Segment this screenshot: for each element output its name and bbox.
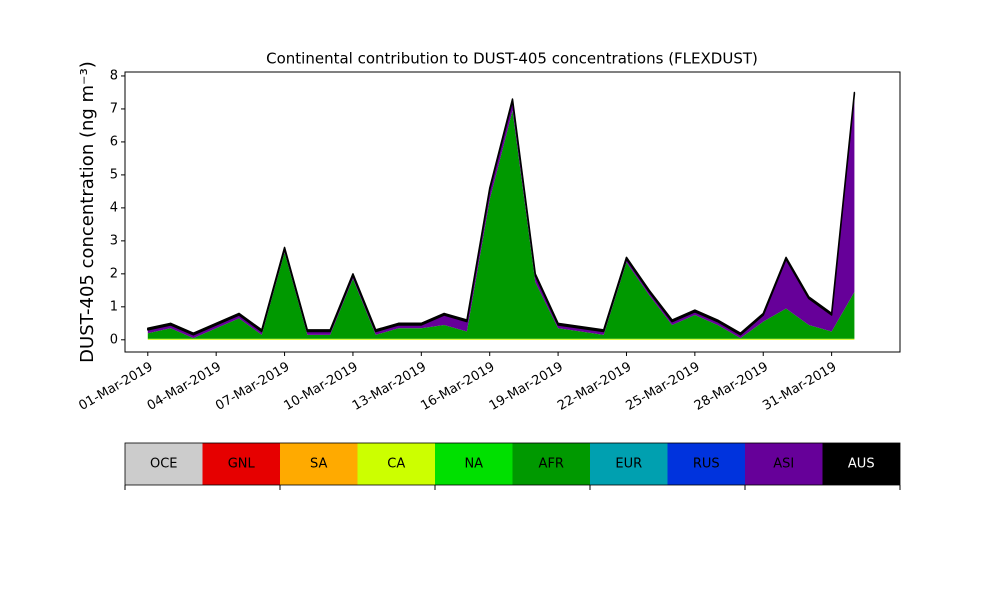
legend-label: OCE xyxy=(150,457,178,472)
legend-label: NA xyxy=(464,457,483,472)
y-tick-label: 4 xyxy=(110,200,118,215)
x-tick-label: 22-Mar-2019 xyxy=(555,360,634,414)
y-tick-label: 3 xyxy=(110,233,118,248)
legend-swatch xyxy=(667,443,745,485)
legend-label: EUR xyxy=(615,457,642,472)
y-tick-label: 1 xyxy=(110,299,118,314)
chart-title: Continental contribution to DUST-405 con… xyxy=(266,50,758,68)
x-tick-label: 25-Mar-2019 xyxy=(623,360,702,414)
y-tick-label: 8 xyxy=(110,68,118,83)
x-tick-label: 16-Mar-2019 xyxy=(418,360,497,414)
x-tick-label: 13-Mar-2019 xyxy=(350,360,429,414)
plot-frame xyxy=(124,71,901,353)
y-tick-label: 5 xyxy=(110,167,118,182)
legend-swatch xyxy=(435,443,513,485)
x-tick-label: 31-Mar-2019 xyxy=(760,360,839,414)
legend-label: AUS xyxy=(848,457,875,472)
legend-swatch xyxy=(822,443,900,485)
legend-label: SA xyxy=(310,457,327,472)
legend-swatch xyxy=(745,443,823,485)
legend-swatch xyxy=(125,443,203,485)
legend-swatch xyxy=(512,443,590,485)
x-tick-label: 04-Mar-2019 xyxy=(145,360,224,414)
x-tick-label: 01-Mar-2019 xyxy=(76,360,155,414)
legend-label: RUS xyxy=(693,457,720,472)
legend-swatch xyxy=(280,443,358,485)
legend-swatch xyxy=(590,443,668,485)
x-tick-label: 28-Mar-2019 xyxy=(692,360,771,414)
area xyxy=(147,110,855,339)
x-tick-label: 19-Mar-2019 xyxy=(487,360,566,414)
y-tick-label: 6 xyxy=(110,134,118,149)
legend-label: GNL xyxy=(228,457,256,472)
y-axis-label: DUST-405 concentration (ng m⁻³) xyxy=(77,61,98,363)
x-tick-label: 07-Mar-2019 xyxy=(213,360,292,414)
y-tick-label: 2 xyxy=(110,266,118,281)
area xyxy=(147,338,855,340)
legend-label: ASI xyxy=(773,457,794,472)
legend-swatch xyxy=(202,443,280,485)
legend-label: CA xyxy=(387,457,405,472)
y-tick-label: 7 xyxy=(110,101,118,116)
legend-label: AFR xyxy=(539,457,564,472)
legend-swatch xyxy=(357,443,435,485)
x-tick-label: 10-Mar-2019 xyxy=(282,360,361,414)
area xyxy=(147,91,856,336)
y-tick-label: 0 xyxy=(110,332,118,347)
legend-frame xyxy=(124,442,901,486)
